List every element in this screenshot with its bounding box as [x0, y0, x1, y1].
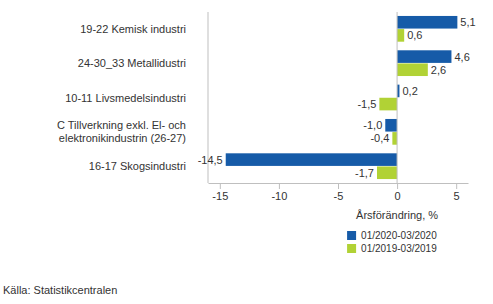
category-label-line: elektronikindustrin (26-27)	[59, 132, 186, 144]
category-label: C Tillverkning exkl. El- ochelektronikin…	[57, 119, 186, 144]
legend-item: 01/2019-03/2019	[347, 243, 437, 254]
bar	[397, 50, 451, 63]
bar	[377, 166, 397, 179]
data-label: -1,7	[355, 167, 374, 179]
bars	[226, 16, 458, 179]
bar	[385, 119, 397, 132]
tick: -10	[271, 183, 287, 202]
plot: -15 -10 -5 0 5 19-22 Kemisk industri 24-30_33 …	[57, 12, 476, 202]
tick: -5	[334, 183, 344, 202]
tick-label: -10	[271, 190, 287, 202]
legend-swatch	[347, 231, 356, 240]
bar	[379, 98, 397, 111]
category-label-line: 16-17 Skogsindustri	[89, 160, 186, 172]
legend-swatch	[347, 244, 356, 253]
tick-mark	[397, 183, 398, 189]
legend: 01/2020-03/2020 01/2019-03/2019	[347, 230, 437, 254]
bar	[397, 63, 428, 76]
tick-mark	[220, 183, 221, 189]
data-label: 4,6	[454, 51, 469, 63]
baseline	[397, 12, 398, 183]
category-label-line: 24-30_33 Metallidustri	[78, 57, 186, 69]
data-label: -0,4	[370, 132, 389, 144]
data-label: -1,0	[363, 119, 382, 131]
tick-label: -15	[212, 190, 228, 202]
data-label: 5,1	[460, 16, 475, 28]
x-axis: -15 -10 -5 0 5	[209, 183, 469, 202]
data-label: 2,6	[431, 64, 446, 76]
category-label: 19-22 Kemisk industri	[80, 23, 186, 35]
bar	[226, 153, 397, 166]
data-label: -14,5	[198, 154, 223, 166]
tick-label: 0	[395, 190, 401, 202]
tick-mark	[279, 183, 280, 189]
tick-label: -5	[334, 190, 344, 202]
tick-mark	[338, 183, 339, 189]
category-label-line: C Tillverkning exkl. El- och	[57, 119, 186, 131]
tick: 5	[454, 183, 460, 202]
tick: 0	[395, 183, 401, 202]
category-label-line: 10-11 Livsmedelsindustri	[65, 92, 186, 104]
data-label: 0,2	[402, 85, 417, 97]
tick: -15	[212, 183, 228, 202]
tick-mark	[456, 183, 457, 189]
legend-label: 01/2019-03/2019	[361, 243, 437, 254]
data-label: -1,5	[357, 98, 376, 110]
bar	[397, 16, 457, 29]
tick-label: 5	[454, 190, 460, 202]
category-label: 16-17 Skogsindustri	[89, 160, 186, 172]
bar	[397, 29, 404, 42]
legend-label: 01/2020-03/2020	[361, 230, 437, 241]
category-label: 24-30_33 Metallidustri	[78, 57, 186, 69]
category-label: 10-11 Livsmedelsindustri	[65, 92, 186, 104]
legend-item: 01/2020-03/2020	[347, 230, 437, 241]
axis-title: Årsförändring, %	[356, 209, 438, 221]
annotation: Källa: Statistikcentralen	[3, 284, 117, 296]
chart: -15 -10 -5 0 5 19-22 Kemisk industri 24-30_33 …	[0, 0, 493, 304]
category-label-line: 19-22 Kemisk industri	[80, 23, 186, 35]
bar	[392, 132, 397, 145]
data-label: 0,6	[407, 29, 422, 41]
